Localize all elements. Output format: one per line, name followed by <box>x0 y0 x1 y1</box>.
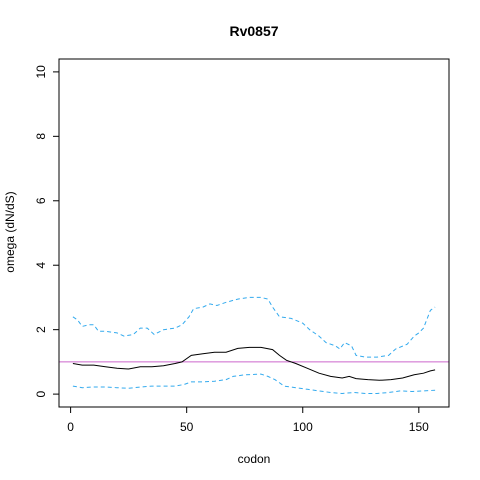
chart-title: Rv0857 <box>229 23 278 39</box>
omega-line <box>72 346 436 381</box>
y-tick-label: 4 <box>34 262 48 269</box>
plot-frame <box>58 58 450 408</box>
upper-bound-line <box>72 296 436 358</box>
y-tick-label: 8 <box>34 133 48 140</box>
lower-bound-line <box>72 373 436 395</box>
x-axis-label: codon <box>238 452 271 466</box>
x-tick-label: 0 <box>67 420 74 434</box>
plot-marks: 0 50 100 150 0 2 4 6 8 10 <box>34 65 449 434</box>
x-tick-label: 50 <box>180 420 194 434</box>
x-tick-label: 150 <box>409 420 429 434</box>
y-axis-label: omega (dN/dS) <box>3 191 17 272</box>
y-tick-label: 0 <box>34 390 48 397</box>
y-tick-label: 6 <box>34 197 48 204</box>
y-tick-label: 2 <box>34 326 48 333</box>
x-tick-label: 100 <box>293 420 313 434</box>
y-tick-label: 10 <box>34 65 48 79</box>
